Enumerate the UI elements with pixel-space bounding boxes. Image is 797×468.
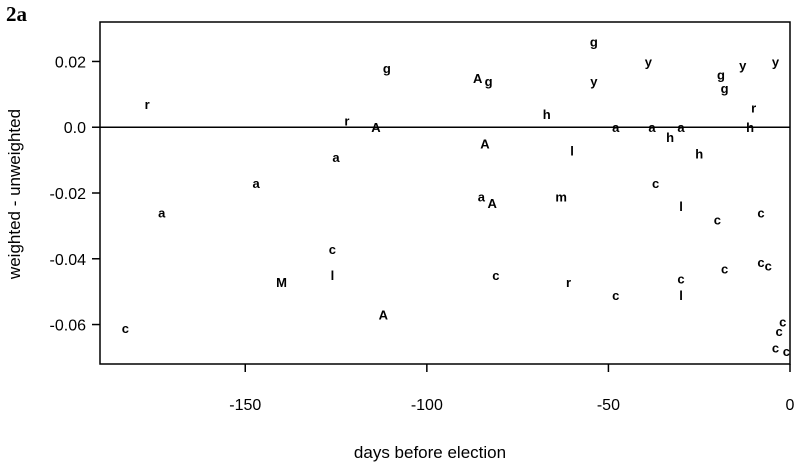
x-axis-title: days before election: [354, 443, 506, 462]
data-point-m: m: [555, 189, 567, 204]
data-point-c: c: [721, 262, 728, 277]
data-point-c: c: [757, 255, 764, 270]
data-point-a: a: [648, 120, 656, 135]
x-tick-label: -50: [597, 397, 620, 414]
data-point-r: r: [751, 101, 756, 116]
data-point-A: A: [488, 196, 498, 211]
y-tick-label: -0.02: [50, 186, 87, 203]
data-point-l: l: [679, 288, 683, 303]
data-point-c: c: [775, 324, 782, 339]
data-point-h: h: [543, 107, 551, 122]
data-point-c: c: [772, 341, 779, 356]
data-point-a: a: [158, 206, 166, 221]
data-point-c: c: [783, 344, 790, 359]
data-point-g: g: [721, 81, 729, 96]
data-point-A: A: [379, 308, 389, 323]
data-point-r: r: [344, 114, 349, 129]
data-point-c: c: [757, 206, 764, 221]
x-tick-label: -150: [229, 397, 261, 414]
data-point-y: y: [772, 54, 780, 69]
data-point-g: g: [485, 74, 493, 89]
y-tick-label: 0.0: [64, 120, 86, 137]
data-point-a: a: [253, 176, 261, 191]
data-point-A: A: [371, 120, 381, 135]
panel-label: 2a: [6, 2, 27, 26]
data-point-h: h: [666, 130, 674, 145]
data-point-c: c: [677, 272, 684, 287]
data-point-M: M: [276, 275, 287, 290]
data-point-y: y: [590, 74, 598, 89]
data-point-r: r: [566, 275, 571, 290]
data-point-y: y: [739, 58, 747, 73]
data-point-c: c: [329, 242, 336, 257]
data-point-r: r: [145, 97, 150, 112]
axis-titles-layer: days before election weighted - unweight…: [5, 109, 506, 462]
y-axis-title: weighted - unweighted: [5, 109, 24, 280]
x-tick-label: -100: [411, 397, 443, 414]
data-point-c: c: [765, 258, 772, 273]
x-tick-label: 0: [786, 397, 795, 414]
data-point-h: h: [695, 147, 703, 162]
data-point-a: a: [478, 189, 486, 204]
data-point-c: c: [714, 212, 721, 227]
data-point-y: y: [645, 54, 653, 69]
y-tick-label: -0.06: [50, 318, 87, 335]
data-point-A: A: [480, 137, 490, 152]
data-point-l: l: [331, 268, 335, 283]
data-point-g: g: [383, 61, 391, 76]
data-point-c: c: [779, 314, 786, 329]
data-point-g: g: [590, 35, 598, 50]
data-point-c: c: [652, 176, 659, 191]
y-tick-label: 0.02: [55, 54, 86, 71]
data-point-a: a: [612, 120, 620, 135]
data-point-c: c: [122, 321, 129, 336]
data-point-a: a: [677, 120, 685, 135]
plot-frame: [99, 21, 791, 365]
data-point-A: A: [473, 71, 483, 86]
data-point-l: l: [679, 199, 683, 214]
plot-frame-layer: [99, 21, 791, 365]
data-point-c: c: [612, 288, 619, 303]
data-point-l: l: [570, 143, 574, 158]
data-point-h: h: [746, 120, 754, 135]
ticks-layer: -150 -100 -50 0 0.02 0.0 -0.02 -0.04 -0.06: [50, 54, 795, 414]
data-point-c: c: [492, 268, 499, 283]
y-tick-label: -0.04: [50, 252, 87, 269]
data-point-a: a: [332, 150, 340, 165]
data-point-g: g: [717, 68, 725, 83]
